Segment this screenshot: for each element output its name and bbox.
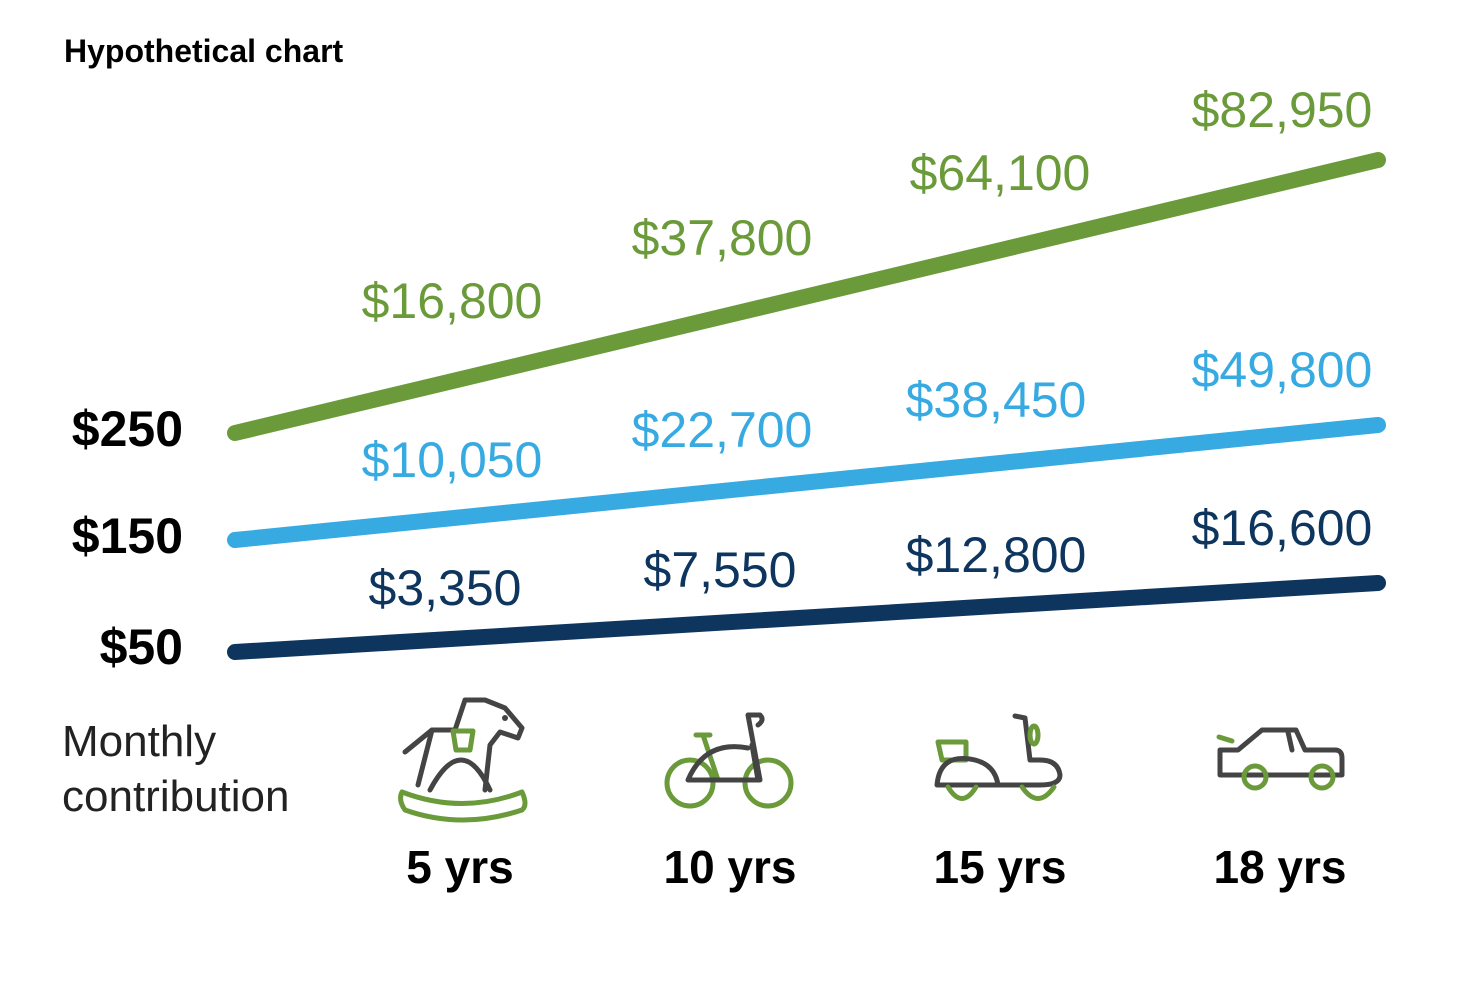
bicycle-icon [664,712,794,809]
legend-label-line2: contribution [62,772,289,821]
chart-title: Hypothetical chart [64,33,344,69]
scooter-icon [934,713,1063,801]
x-axis-labels: 5 yrs 10 yrs 15 yrs 18 yrs [406,841,1346,893]
x-tick-label: 10 yrs [663,841,796,893]
data-label: $7,550 [644,542,797,598]
data-label: $38,450 [906,372,1087,428]
x-tick-label: 18 yrs [1213,841,1346,893]
legend-label-line1: Monthly [62,717,216,766]
series-line [227,417,1386,548]
x-tick-label: 15 yrs [933,841,1066,893]
car-icon [1216,727,1345,791]
series-name: $250 [72,401,183,457]
rocking-horse-icon [398,697,528,823]
data-label: $82,950 [1192,82,1373,138]
series-line [227,575,1386,660]
series-name: $50 [100,619,183,675]
data-label: $16,600 [1192,500,1373,556]
value-labels: $16,800 $37,800 $64,100 $82,950 $10,050 $22,7… [362,82,1373,616]
data-label: $12,800 [906,527,1087,583]
data-label: $64,100 [910,145,1091,201]
series-name: $150 [72,508,183,564]
x-tick-label: 5 yrs [406,841,513,893]
series-line [227,152,1386,441]
data-label: $49,800 [1192,342,1373,398]
data-label: $37,800 [632,210,813,266]
series-lines [227,152,1386,660]
data-label: $16,800 [362,273,543,329]
data-label: $10,050 [362,432,543,488]
data-label: $22,700 [632,402,813,458]
data-label: $3,350 [369,560,522,616]
series-names: $250 $150 $50 [72,401,183,675]
